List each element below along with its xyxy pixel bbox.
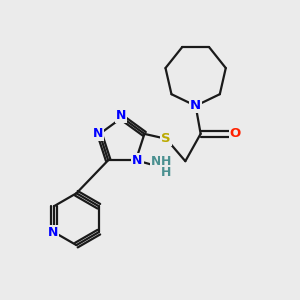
Text: H: H: [161, 155, 171, 169]
Text: N: N: [190, 99, 201, 112]
Text: N: N: [93, 127, 103, 140]
Text: S: S: [161, 132, 171, 145]
Text: N: N: [132, 154, 142, 167]
Text: N: N: [116, 109, 126, 122]
Text: N: N: [151, 155, 162, 169]
Text: H: H: [161, 166, 171, 178]
Text: O: O: [230, 127, 241, 140]
Text: N: N: [48, 226, 58, 239]
